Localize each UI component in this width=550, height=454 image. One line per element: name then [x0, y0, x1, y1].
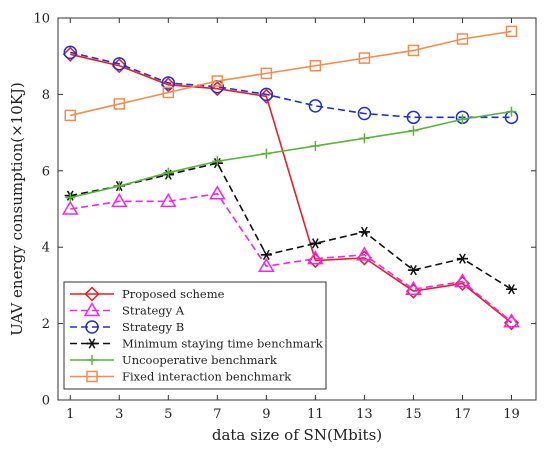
series-line [70, 53, 512, 324]
series-layer [61, 25, 520, 331]
series-line [70, 51, 512, 119]
data-point [406, 110, 421, 125]
legend-marker [84, 286, 100, 302]
data-point [163, 167, 174, 178]
series-line [70, 110, 512, 199]
data-point [62, 46, 78, 62]
legend-label: Proposed scheme [122, 287, 225, 301]
series-plus [65, 106, 517, 203]
legend-marker [86, 338, 98, 349]
x-tick-label: 19 [503, 407, 520, 422]
data-point [112, 57, 127, 71]
y-tick-label: 2 [42, 317, 50, 332]
y-tick-label: 0 [42, 394, 50, 409]
data-point [259, 87, 274, 102]
series-line [70, 192, 512, 323]
x-tick-label: 5 [164, 407, 172, 422]
data-point [505, 25, 518, 38]
data-point [407, 264, 419, 276]
data-point [454, 273, 471, 288]
data-point [260, 67, 273, 80]
plot-frame [57, 17, 537, 401]
x-tick-label: 13 [356, 407, 373, 422]
data-point [309, 60, 322, 72]
x-tick-label: 3 [115, 407, 123, 422]
data-point [359, 133, 370, 144]
data-point [405, 280, 422, 295]
legend-item: Proposed scheme [70, 286, 225, 302]
legend-marker [85, 320, 99, 334]
x-axis-label: data size of SN(Mbits) [212, 426, 382, 444]
data-point [63, 45, 78, 60]
data-point [162, 86, 175, 99]
legend-item: Uncooperative benchmark [70, 353, 278, 367]
legend-label: Uncooperative benchmark [122, 353, 278, 367]
legend-marker [87, 355, 97, 365]
y-tick-label: 6 [42, 164, 50, 179]
data-point [456, 253, 468, 264]
data-point [161, 76, 176, 90]
data-point [113, 98, 126, 110]
data-point [358, 226, 370, 238]
data-point [160, 77, 176, 93]
data-point [209, 185, 226, 200]
data-point [506, 106, 517, 117]
legend-item: Strategy B [70, 320, 184, 334]
legend: Proposed scheme Strategy A Strategy B Minim… [63, 281, 327, 390]
data-point [64, 109, 77, 122]
series-line [70, 30, 512, 117]
data-point [503, 313, 520, 328]
data-point [258, 257, 275, 273]
legend-box [63, 281, 327, 390]
data-point [456, 33, 469, 45]
y-tick-label: 8 [42, 88, 50, 103]
x-tick-label: 7 [213, 407, 221, 422]
data-point [160, 192, 177, 208]
data-point [211, 75, 224, 87]
series-square [64, 25, 518, 122]
data-point [212, 156, 223, 167]
data-point [407, 44, 420, 57]
legend-marker [86, 370, 98, 383]
data-point [357, 106, 372, 121]
x-tick-label: 17 [454, 407, 471, 422]
legend-item: Fixed interaction benchmark [70, 370, 292, 384]
series-triangle [61, 185, 520, 328]
data-point [114, 181, 125, 192]
x-tick-label: 9 [262, 407, 270, 422]
legend-label: Fixed interaction benchmark [122, 370, 292, 384]
series-line [70, 162, 512, 290]
data-point [358, 52, 371, 64]
data-point [260, 249, 272, 260]
data-point [457, 114, 468, 125]
data-point [310, 140, 321, 151]
data-point [308, 99, 323, 113]
legend-label: Strategy A [122, 304, 185, 318]
data-point [65, 192, 76, 203]
data-point [61, 200, 79, 215]
data-point [309, 238, 321, 249]
y-axis-label: UAV energy consumption(×10KJ) [8, 82, 26, 336]
x-tick-label: 11 [307, 407, 324, 422]
legend-item: Strategy A [70, 302, 185, 318]
legend-label: Strategy B [122, 320, 184, 334]
data-point [307, 250, 324, 265]
legend-item: Minimum staying time benchmark [70, 337, 324, 351]
x-tick-label: 15 [405, 407, 422, 422]
data-point [408, 125, 419, 136]
y-tick-label: 4 [42, 241, 50, 256]
data-point [505, 284, 517, 295]
legend-label: Minimum staying time benchmark [122, 337, 324, 351]
data-point [356, 246, 373, 261]
y-tick-label: 10 [33, 12, 50, 27]
data-point [258, 88, 274, 104]
data-point [110, 192, 128, 208]
data-point [261, 148, 272, 159]
x-tick-label: 1 [66, 407, 74, 422]
legend-marker [83, 302, 101, 317]
